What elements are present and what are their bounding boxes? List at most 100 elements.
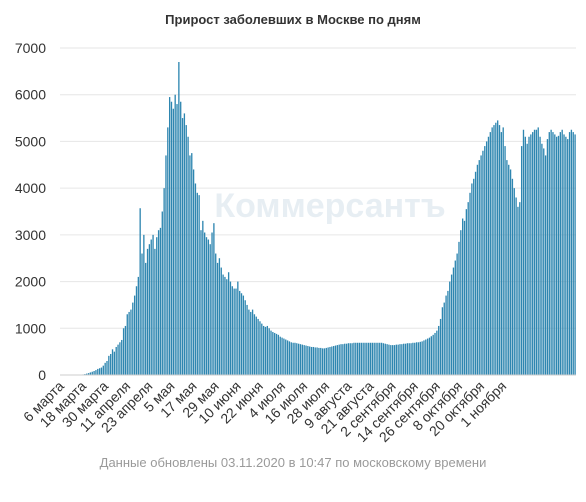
y-tick-label: 4000: [15, 180, 46, 196]
bar: [565, 136, 567, 375]
bar: [309, 346, 311, 375]
bar: [168, 97, 171, 376]
bar: [519, 202, 521, 375]
bar: [515, 197, 517, 375]
bar: [274, 332, 276, 375]
bar: [331, 346, 333, 375]
bar: [520, 146, 523, 375]
bar: [216, 262, 219, 375]
bar: [248, 309, 250, 375]
bar: [509, 169, 512, 375]
bar: [296, 343, 298, 375]
bar: [478, 160, 480, 375]
bar: [438, 325, 440, 375]
bar: [425, 339, 427, 375]
bar: [491, 127, 493, 375]
bar: [146, 248, 149, 375]
bar: [250, 311, 252, 375]
bar: [456, 253, 458, 375]
bar: [426, 338, 429, 375]
bar: [122, 328, 125, 375]
bar: [522, 129, 525, 375]
bar: [423, 340, 425, 375]
bar: [281, 337, 283, 375]
bar: [148, 244, 151, 375]
bar: [487, 136, 490, 375]
bar: [373, 342, 375, 375]
y-tick-label: 2000: [15, 274, 46, 290]
bar: [218, 258, 221, 375]
bar: [353, 342, 355, 375]
bar: [493, 125, 495, 375]
bar: [161, 211, 163, 375]
bar: [388, 344, 390, 375]
bar: [202, 220, 204, 375]
bar: [526, 143, 528, 375]
bar: [484, 146, 486, 375]
bar: [246, 304, 248, 375]
bar: [314, 347, 316, 375]
bar: [513, 188, 515, 375]
bar: [548, 132, 550, 375]
bar: [141, 253, 143, 375]
bar: [318, 347, 320, 375]
bar: [447, 290, 449, 375]
bar: [93, 371, 95, 375]
bar: [91, 371, 93, 375]
bar: [397, 344, 399, 375]
bar: [97, 368, 99, 375]
bar: [557, 135, 560, 375]
y-tick-label: 0: [38, 367, 46, 383]
bar: [264, 326, 267, 375]
bar: [443, 302, 445, 375]
bar: [124, 325, 127, 375]
bar: [128, 311, 130, 375]
bar: [550, 129, 552, 375]
bar: [355, 342, 357, 375]
bar: [462, 218, 464, 375]
bar: [211, 232, 213, 375]
bar: [200, 230, 202, 375]
bar: [207, 239, 210, 375]
bar: [537, 127, 539, 375]
bar: [89, 372, 92, 375]
bar: [292, 342, 294, 375]
bar: [362, 342, 364, 375]
bar: [165, 155, 167, 375]
bar: [167, 127, 169, 375]
bar: [205, 237, 208, 375]
bar: [460, 230, 462, 375]
bar: [379, 342, 381, 375]
bar: [401, 344, 403, 375]
bar: [172, 108, 174, 375]
bar: [231, 286, 233, 375]
bar: [369, 342, 372, 375]
bar: [152, 234, 154, 375]
bar: [329, 346, 331, 375]
bar: [133, 295, 136, 375]
bar: [485, 141, 488, 375]
bar: [159, 227, 162, 375]
bar: [294, 342, 296, 375]
bar: [220, 267, 222, 375]
bar: [412, 342, 414, 375]
bar: [502, 127, 504, 375]
bar: [375, 342, 377, 375]
bar: [178, 62, 180, 375]
y-tick-label: 1000: [15, 320, 46, 336]
bar: [132, 302, 134, 375]
bar: [163, 188, 165, 375]
bar: [539, 136, 541, 375]
bar: [368, 342, 370, 375]
bar: [364, 342, 366, 375]
bar: [497, 120, 499, 375]
bar: [474, 171, 477, 375]
bar: [471, 183, 473, 375]
bar: [541, 143, 543, 375]
bar: [297, 343, 300, 375]
bar: [185, 125, 187, 375]
bar: [408, 343, 410, 375]
bar: [338, 344, 340, 375]
bar: [137, 276, 139, 375]
